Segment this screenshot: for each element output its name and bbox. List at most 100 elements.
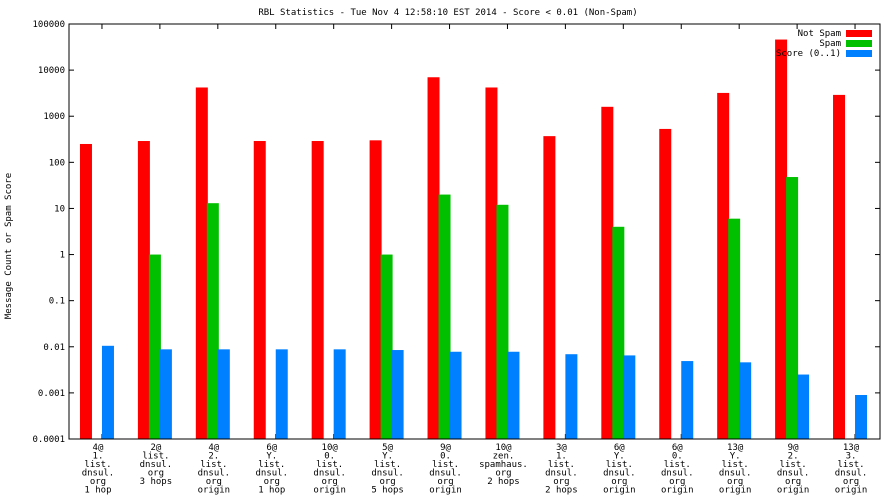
x-category-line: Y. — [614, 452, 625, 462]
x-category-label: 5@ Y. list. dnsul. org 5 hops — [371, 443, 404, 496]
x-category-line: list. — [200, 460, 227, 470]
x-category-line: 5@ — [382, 443, 393, 453]
x-category-line: list. — [142, 452, 169, 462]
bar-score-0-1 — [217, 349, 230, 439]
bar-spam — [148, 254, 161, 439]
bar-not-spam — [717, 92, 730, 439]
x-category-line: 9@ — [788, 443, 799, 453]
x-category-line: org — [727, 477, 743, 487]
x-category-line: origin — [429, 486, 462, 496]
y-tick-label: 10000 — [38, 66, 65, 76]
x-category-line: list. — [432, 460, 459, 470]
x-category-line: 4@ — [208, 443, 219, 453]
bar-score-0-1 — [449, 351, 462, 439]
x-category-line: list. — [780, 460, 807, 470]
bar-not-spam — [601, 106, 614, 439]
x-category-line: zen. — [493, 452, 515, 462]
x-category-line: 2@ — [150, 443, 161, 453]
x-category-line: list. — [374, 460, 401, 470]
bar-score-0-1 — [565, 354, 578, 439]
x-category-line: 9@ — [440, 443, 451, 453]
x-category-line: list. — [837, 460, 864, 470]
bar-score-0-1 — [101, 345, 114, 439]
bar-score-0-1 — [797, 374, 810, 439]
bar-not-spam — [775, 39, 788, 440]
x-category-line: org — [322, 477, 338, 487]
bar-not-spam — [137, 141, 150, 439]
x-category-line: origin — [777, 486, 810, 496]
x-category-line: dnsul. — [313, 469, 346, 479]
bar-not-spam — [659, 128, 672, 440]
y-tick-label: 10 — [54, 204, 65, 214]
x-category-label: 9@ 0. list. dnsul. org origin — [429, 443, 462, 496]
x-category-line: org — [553, 477, 569, 487]
y-tick-label: 1000 — [43, 112, 65, 122]
x-category-line: list. — [84, 460, 111, 470]
bar-not-spam — [485, 87, 498, 439]
bar-spam — [786, 177, 799, 439]
x-category-label: 2@ list. dnsul. org 3 hops — [140, 443, 173, 487]
x-category-line: org — [148, 469, 164, 479]
bar-score-0-1 — [275, 349, 288, 439]
x-category-line: 1. — [556, 452, 567, 462]
x-category-line: 1 hop — [258, 486, 285, 496]
x-category-line: dnsul. — [140, 460, 173, 470]
x-category-line: origin — [603, 486, 636, 496]
bar-score-0-1 — [623, 355, 636, 439]
x-category-line: dnsul. — [371, 469, 404, 479]
bar-score-0-1 — [507, 351, 520, 439]
bar-not-spam — [79, 143, 92, 439]
y-tick-label: 100000 — [32, 20, 65, 30]
plot-frame — [68, 23, 881, 440]
x-category-label: 4@ 1. list. dnsul. org 1 hop — [82, 443, 115, 496]
x-category-line: list. — [664, 460, 691, 470]
bar-spam — [496, 204, 509, 439]
bar-not-spam — [833, 94, 846, 439]
x-category-line: 0. — [324, 452, 335, 462]
x-category-line: Y. — [382, 452, 393, 462]
bar-not-spam — [311, 141, 324, 439]
y-axis-label: Message Count or Spam Score — [4, 173, 14, 319]
bar-not-spam — [369, 140, 382, 439]
chart-title: RBL Statistics - Tue Nov 4 12:58:10 EST … — [258, 8, 637, 18]
bar-not-spam — [253, 141, 266, 439]
x-category-label: 13@ 3. list. dnsul. org origin — [835, 443, 868, 496]
x-category-line: origin — [313, 486, 346, 496]
x-category-label: 6@ Y. list. dnsul. org 1 hop — [255, 443, 288, 496]
x-category-line: Y. — [266, 452, 277, 462]
bar-score-0-1 — [739, 362, 752, 439]
bar-spam — [380, 254, 393, 439]
bar-not-spam — [195, 87, 208, 439]
x-category-label: 4@ 2. list. dnsul. org origin — [198, 443, 231, 496]
bar-spam — [438, 194, 451, 439]
bar-spam — [206, 203, 219, 439]
x-category-line: Y. — [730, 452, 741, 462]
bars-group — [79, 39, 868, 440]
x-category-line: list. — [722, 460, 749, 470]
x-category-line: org — [379, 477, 395, 487]
x-category-line: 0. — [440, 452, 451, 462]
bar-not-spam — [543, 136, 556, 439]
y-tick-label: 0.01 — [43, 343, 65, 353]
x-category-line: list. — [606, 460, 633, 470]
x-category-line: 3@ — [556, 443, 567, 453]
x-category-line: org — [90, 477, 106, 487]
y-tick-label: 0.1 — [49, 297, 65, 307]
bar-not-spam — [427, 77, 440, 439]
x-category-label: 13@ Y. list. dnsul. org origin — [719, 443, 752, 496]
bar-score-0-1 — [391, 350, 404, 439]
x-category-line: 13@ — [843, 443, 860, 453]
y-tick-label: 0.0001 — [32, 435, 65, 445]
x-category-line: 1 hop — [84, 486, 111, 496]
x-category-line: origin — [661, 486, 694, 496]
x-category-line: dnsul. — [198, 469, 231, 479]
x-category-line: list. — [316, 460, 343, 470]
x-category-line: 3. — [846, 452, 857, 462]
y-tick-label: 1 — [60, 251, 65, 261]
x-category-line: origin — [198, 486, 231, 496]
legend-swatch — [846, 50, 872, 57]
legend-label: Not Spam — [798, 29, 841, 39]
